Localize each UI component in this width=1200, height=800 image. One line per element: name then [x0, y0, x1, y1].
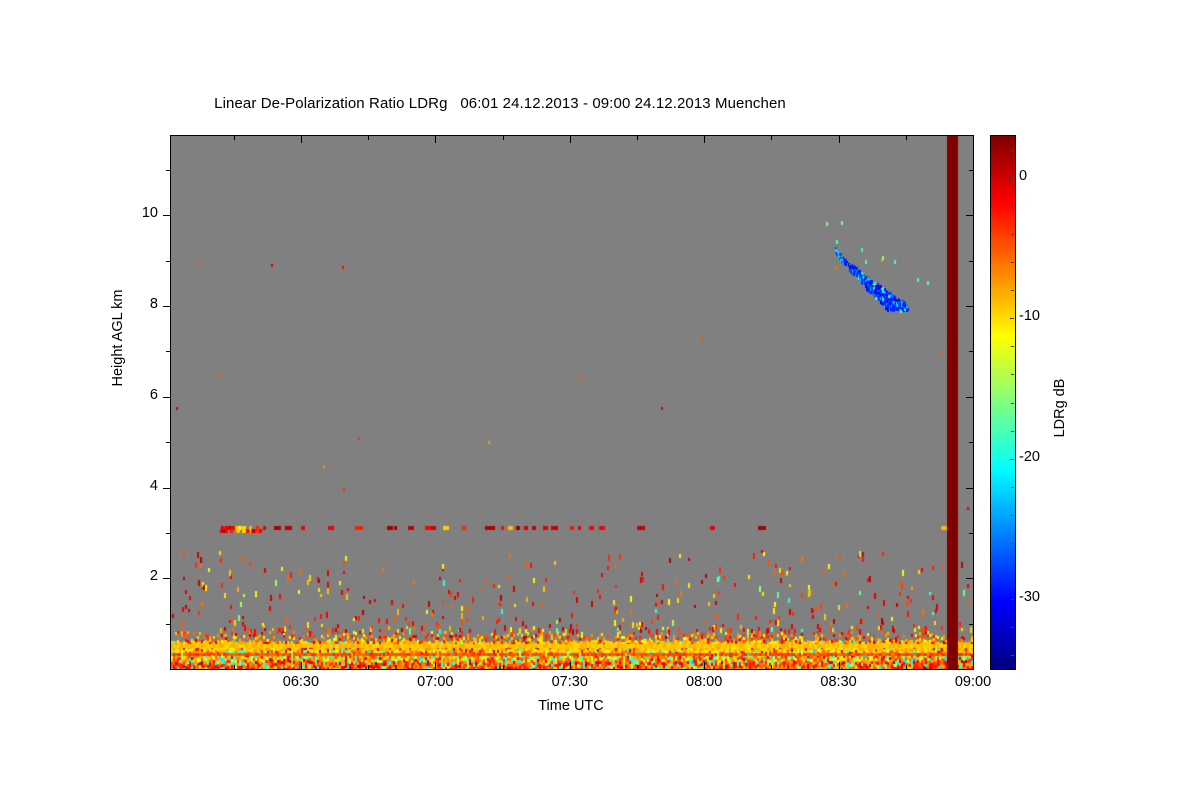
y-tick-label: 2: [149, 568, 158, 585]
x-tick-major-top: [435, 136, 437, 143]
colorbar-tick-minor: [1011, 626, 1014, 628]
y-tick-label: 4: [149, 477, 158, 494]
y-tick-major: [163, 215, 170, 217]
colorbar-tick-minor: [1011, 654, 1014, 656]
y-tick-minor-right: [969, 442, 973, 444]
x-tick-major: [435, 662, 437, 669]
x-tick-major-top: [704, 136, 706, 143]
colorbar-tick-minor: [1011, 178, 1014, 180]
x-tick-minor: [771, 665, 773, 669]
colorbar-tick-minor: [1011, 570, 1014, 572]
y-tick-major-right: [966, 396, 973, 398]
y-tick-major-right: [966, 215, 973, 217]
y-tick-label: 8: [149, 296, 158, 313]
x-tick-major: [300, 662, 302, 669]
x-axis-title: Time UTC: [538, 698, 604, 714]
colorbar-tick-minor: [1011, 542, 1014, 544]
y-tick-minor: [166, 351, 170, 353]
y-tick-label: 10: [141, 205, 158, 222]
x-tick-major: [838, 662, 840, 669]
y-tick-major-right: [966, 487, 973, 489]
colorbar-axis-title: LDRg dB: [1052, 378, 1068, 438]
heatmap-image: [171, 136, 973, 669]
y-tick-minor: [166, 442, 170, 444]
y-tick-major: [163, 487, 170, 489]
x-tick-major-top: [569, 136, 571, 143]
heatmap-axes: [170, 135, 974, 670]
y-tick-major: [163, 578, 170, 580]
y-tick-minor-right: [969, 532, 973, 534]
colorbar-tick-minor: [1011, 598, 1014, 600]
colorbar-tick-label: 0: [1019, 168, 1028, 185]
colorbar-tick-minor: [1011, 514, 1014, 516]
x-tick-minor-top: [368, 136, 370, 140]
y-tick-minor-right: [969, 260, 973, 262]
colorbar-tick-label: -30: [1019, 588, 1040, 605]
x-tick-major-top: [300, 136, 302, 143]
y-tick-minor-right: [969, 170, 973, 172]
x-tick-major-top: [973, 136, 974, 143]
y-tick-minor: [166, 623, 170, 625]
colorbar-tick-minor: [1011, 430, 1014, 432]
x-tick-minor: [636, 665, 638, 669]
y-tick-minor: [166, 532, 170, 534]
colorbar-tick-minor: [1011, 262, 1014, 264]
colorbar-tick-minor: [1011, 374, 1014, 376]
y-tick-major-right: [966, 578, 973, 580]
x-tick-label: 09:00: [954, 674, 992, 690]
colorbar-tick-minor: [1011, 290, 1014, 292]
x-tick-label: 07:30: [551, 674, 588, 690]
y-tick-major: [163, 306, 170, 308]
x-tick-minor-top: [905, 136, 907, 140]
colorbar-tick-label: -20: [1019, 448, 1040, 465]
x-tick-label: 07:00: [417, 674, 454, 690]
x-tick-minor: [233, 665, 235, 669]
x-tick-minor: [368, 665, 370, 669]
x-tick-minor-top: [502, 136, 504, 140]
y-axis-title: Height AGL km: [110, 289, 126, 387]
y-tick-minor-right: [969, 351, 973, 353]
x-tick-major: [973, 662, 974, 669]
colorbar-tick-minor: [1011, 318, 1014, 320]
y-tick-major: [163, 396, 170, 398]
colorbar-tick-minor: [1011, 486, 1014, 488]
colorbar-tick-label: -10: [1019, 308, 1040, 325]
y-tick-major-right: [966, 306, 973, 308]
x-tick-minor: [905, 665, 907, 669]
x-tick-major: [704, 662, 706, 669]
x-tick-major-top: [838, 136, 840, 143]
y-tick-minor: [166, 260, 170, 262]
colorbar-tick-minor: [1011, 234, 1014, 236]
x-tick-minor-top: [771, 136, 773, 140]
y-tick-label: 6: [149, 386, 158, 403]
x-tick-minor-top: [233, 136, 235, 140]
y-tick-minor-right: [969, 623, 973, 625]
x-tick-minor: [502, 665, 504, 669]
y-tick-minor: [166, 170, 170, 172]
colorbar-tick-minor: [1011, 206, 1014, 208]
colorbar-tick-minor: [1011, 402, 1014, 404]
colorbar-tick-minor: [1011, 458, 1014, 460]
colorbar-tick-minor: [1011, 150, 1014, 152]
x-tick-minor-top: [636, 136, 638, 140]
x-tick-label: 08:00: [686, 674, 723, 690]
page-title: Linear De-Polarization Ratio LDRg 06:01 …: [214, 95, 786, 112]
x-tick-label: 06:30: [282, 674, 320, 690]
x-tick-major: [569, 662, 571, 669]
colorbar-tick-minor: [1011, 346, 1014, 348]
x-tick-label: 08:30: [820, 674, 857, 690]
